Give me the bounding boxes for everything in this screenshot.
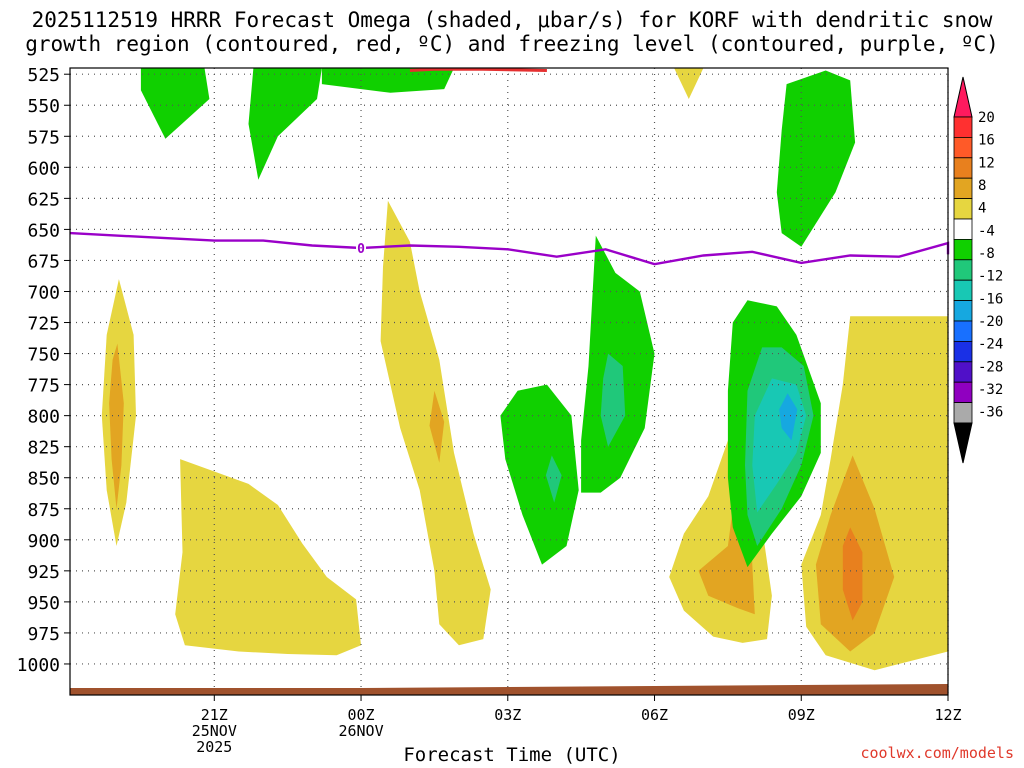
y-tick-label-950: 950 bbox=[27, 593, 60, 614]
colorbar-cell-2 bbox=[953, 157, 973, 179]
green-upper-right bbox=[321, 68, 454, 93]
omega-shading bbox=[101, 68, 948, 671]
dark-orange-far-right bbox=[842, 527, 863, 621]
y-tick-label-550: 550 bbox=[27, 96, 60, 117]
title-line-1: 2025112519 HRRR Forecast Omega (shaded, … bbox=[31, 8, 993, 32]
credit-text: coolwx.com/models bbox=[860, 744, 1014, 762]
green-upper-left bbox=[140, 68, 210, 139]
colorbar-label-0: 20 bbox=[978, 110, 995, 126]
freezing-label-bg bbox=[356, 240, 367, 256]
green-mid bbox=[500, 384, 579, 565]
y-tick-label-900: 900 bbox=[27, 531, 60, 552]
x-tick-label-09Z-0: 09Z bbox=[788, 706, 815, 724]
x-tick-label-21Z-0: 21Z bbox=[201, 706, 228, 724]
y-axis: 525 550 575 600 625 650 675 700 725 750 775 800 825 8… bbox=[17, 65, 70, 676]
colorbar-label-2: 12 bbox=[978, 155, 995, 171]
colorbar-cell-7 bbox=[953, 259, 973, 281]
teal-center bbox=[600, 353, 626, 447]
colorbar-label-13: -36 bbox=[978, 405, 1003, 421]
colorbar-cell-12 bbox=[953, 361, 973, 383]
colorbar-cell-13 bbox=[953, 381, 973, 404]
y-tick-label-675: 675 bbox=[27, 251, 60, 272]
colorbar-cell-14 bbox=[953, 402, 973, 424]
x-tick-label-03Z-0: 03Z bbox=[494, 706, 521, 724]
freezing-level-line bbox=[69, 231, 950, 266]
colorbar-cell-1 bbox=[953, 136, 973, 159]
y-tick-label-825: 825 bbox=[27, 438, 60, 459]
colorbar-cell-0 bbox=[953, 116, 973, 138]
ground-surface bbox=[70, 684, 948, 695]
colorbar-bottom-arrow bbox=[953, 422, 973, 464]
ground-layer bbox=[70, 684, 948, 695]
teal-mid bbox=[545, 455, 562, 503]
colorbar-cell-11 bbox=[953, 340, 973, 363]
y-tick-label-1000: 1000 bbox=[17, 655, 60, 676]
colorbar-label-1: 16 bbox=[978, 133, 995, 149]
x-tick-label-00Z-0: 00Z bbox=[347, 706, 374, 724]
colorbar-cell-5 bbox=[953, 218, 973, 240]
y-tick-label-600: 600 bbox=[27, 158, 60, 179]
y-tick-label-875: 875 bbox=[27, 500, 60, 521]
contour-lines: 0 bbox=[69, 67, 950, 266]
colorbar-cell-6 bbox=[953, 238, 973, 261]
x-axis-label: Forecast Time (UTC) bbox=[403, 744, 621, 766]
colorbar-label-3: 8 bbox=[978, 178, 986, 194]
colorbar-cell-10 bbox=[953, 320, 973, 342]
y-tick-label-925: 925 bbox=[27, 562, 60, 583]
chart-title: 2025112519 HRRR Forecast Omega (shaded, … bbox=[0, 8, 1024, 56]
y-tick-label-625: 625 bbox=[27, 189, 60, 210]
y-tick-label-850: 850 bbox=[27, 469, 60, 490]
colorbar-label-9: -20 bbox=[978, 314, 1003, 330]
colorbar: 20 16 12 8 4 -4 -8 -12 -16 -20 -24 -28 -32 -36 bbox=[953, 76, 1003, 464]
colorbar-cell-8 bbox=[953, 279, 973, 302]
colorbar-label-8: -16 bbox=[978, 291, 1003, 307]
yellow-top-sliver bbox=[674, 68, 704, 99]
y-tick-label-800: 800 bbox=[27, 407, 60, 428]
colorbar-label-12: -32 bbox=[978, 382, 1003, 398]
x-tick-label-21Z-2: 2025 bbox=[196, 738, 232, 756]
y-tick-label-525: 525 bbox=[27, 65, 60, 86]
y-tick-label-725: 725 bbox=[27, 314, 60, 335]
plot-frame bbox=[69, 67, 949, 696]
colorbar-label-10: -24 bbox=[978, 337, 1003, 353]
colorbar-label-5: -4 bbox=[978, 223, 995, 239]
colorbar-label-4: 4 bbox=[978, 201, 986, 217]
orange-mid-core bbox=[429, 390, 445, 463]
green-upper-mid bbox=[248, 68, 322, 180]
blue-right-vortex bbox=[779, 393, 798, 441]
x-tick-label-12Z-0: 12Z bbox=[934, 706, 961, 724]
colorbar-label-11: -28 bbox=[978, 359, 1003, 375]
x-tick-label-00Z-1: 26NOV bbox=[338, 722, 383, 740]
x-tick-label-06Z-0: 06Z bbox=[641, 706, 668, 724]
y-tick-label-975: 975 bbox=[27, 624, 60, 645]
y-tick-label-750: 750 bbox=[27, 345, 60, 366]
green-upper-far-right bbox=[776, 70, 856, 247]
colorbar-top-arrow bbox=[953, 76, 973, 118]
y-tick-label-575: 575 bbox=[27, 127, 60, 148]
x-tick-label-21Z-1: 25NOV bbox=[192, 722, 237, 740]
y-tick-label-775: 775 bbox=[27, 376, 60, 397]
colorbar-label-7: -12 bbox=[978, 269, 1003, 285]
title-line-2: growth region (contoured, red, ºC) and f… bbox=[25, 32, 999, 56]
yellow-lower-left bbox=[175, 459, 361, 656]
colorbar-cell-9 bbox=[953, 300, 973, 322]
colorbar-cell-4 bbox=[953, 198, 973, 220]
y-tick-label-650: 650 bbox=[27, 220, 60, 241]
colorbar-label-6: -8 bbox=[978, 246, 995, 262]
freezing-level-label: 0 bbox=[357, 242, 365, 257]
colorbar-cell-3 bbox=[953, 177, 973, 199]
y-tick-label-700: 700 bbox=[27, 282, 60, 303]
dgz-contour bbox=[409, 67, 547, 72]
